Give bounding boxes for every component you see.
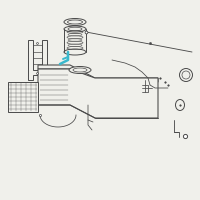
Polygon shape: [38, 65, 158, 82]
Polygon shape: [8, 82, 38, 112]
Polygon shape: [38, 69, 158, 118]
Polygon shape: [28, 40, 47, 80]
Ellipse shape: [69, 66, 91, 73]
